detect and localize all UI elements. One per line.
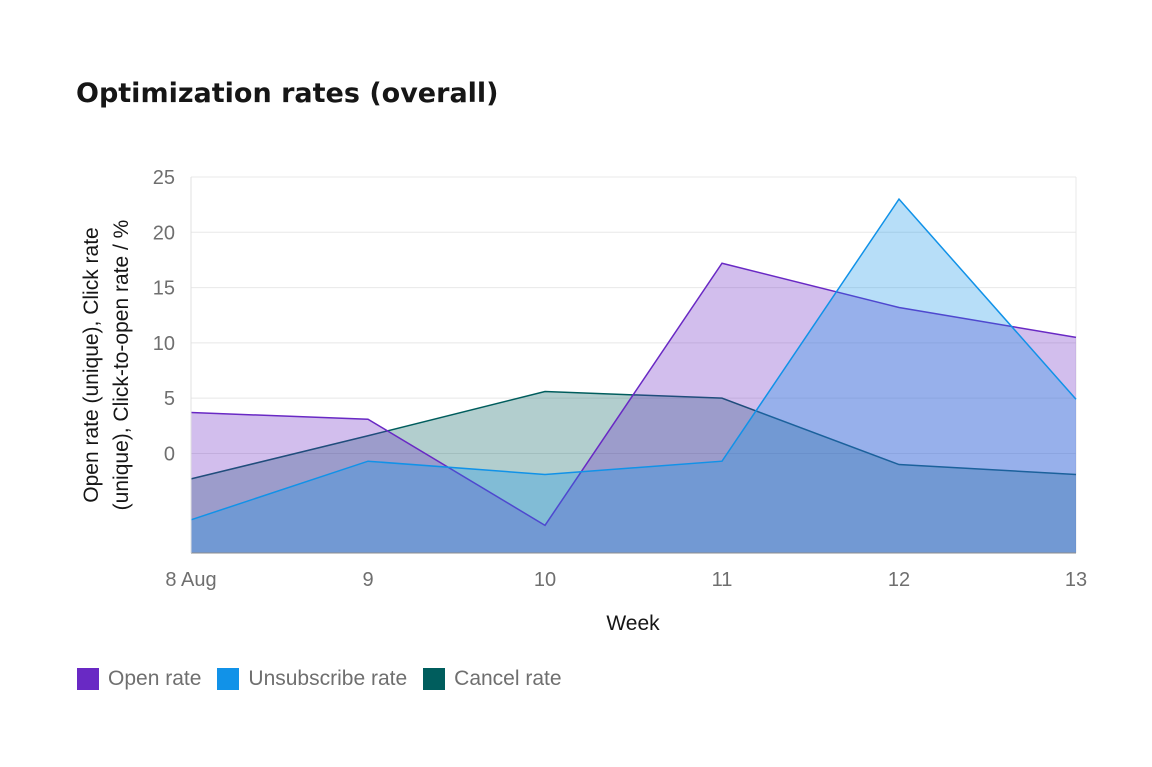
y-tick-label: 15 [153, 278, 175, 300]
legend-swatch-unsubscribe-rate [217, 668, 240, 690]
x-tick-label: 10 [534, 569, 556, 591]
y-tick-label: 10 [153, 333, 175, 355]
y-axis-title: Open rate (unique), Click rate (unique),… [80, 220, 133, 511]
gridlines [191, 176, 1077, 553]
area-open-rate [191, 263, 1076, 553]
chart-title: Optimization rates (overall) [76, 78, 499, 109]
x-tick-label: 8 Aug [165, 569, 216, 591]
line-unsubscribe-rate [190, 197, 1077, 521]
legend: Open rate Unsubscribe rate Cancel rate [77, 667, 562, 691]
y-axis-title-line-1: Open rate (unique), Click rate [80, 227, 103, 502]
x-tick-label: 9 [362, 569, 373, 591]
x-axis-title: Week [606, 612, 660, 635]
x-tick-label: 13 [1065, 569, 1087, 591]
legend-label-open-rate: Open rate [108, 667, 202, 690]
y-axis-title-line-2: (unique), Click-to-open rate / % [110, 220, 133, 511]
y-tick-label: 5 [164, 388, 175, 410]
area-unsubscribe-rate [191, 199, 1076, 553]
legend-item-cancel-rate[interactable]: Cancel rate [423, 667, 562, 691]
y-tick-label: 20 [153, 222, 175, 244]
legend-label-unsubscribe-rate: Unsubscribe rate [248, 667, 408, 690]
area-cancel-rate [191, 391, 1076, 553]
line-open-rate [190, 262, 1077, 527]
legend-item-open-rate[interactable]: Open rate [77, 667, 201, 691]
x-tick-label: 11 [712, 569, 733, 591]
legend-swatch-open-rate [77, 668, 99, 690]
legend-swatch-cancel-rate [423, 668, 446, 690]
chart-areas [190, 197, 1077, 553]
y-tick-label: 0 [164, 443, 175, 465]
y-axis-ticks: 0 5 10 15 20 25 [153, 167, 175, 465]
legend-item-unsubscribe-rate[interactable]: Unsubscribe rate [217, 667, 407, 691]
y-tick-label: 25 [153, 167, 175, 189]
x-tick-label: 12 [888, 569, 910, 591]
x-axis-ticks: 8 Aug 9 10 11 12 13 [165, 569, 1087, 591]
legend-label-cancel-rate: Cancel rate [454, 667, 562, 690]
